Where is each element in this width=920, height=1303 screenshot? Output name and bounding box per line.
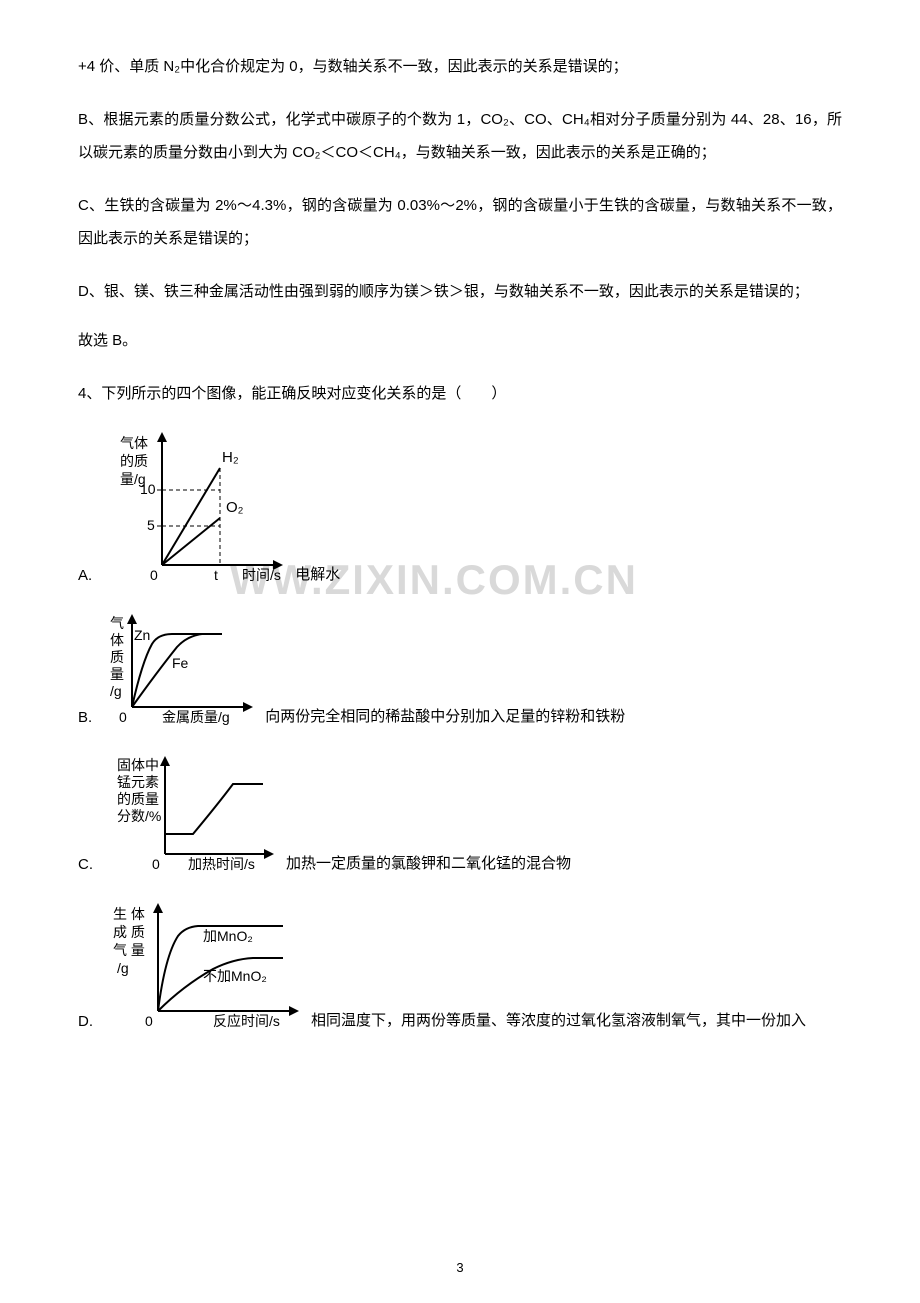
svg-text:0: 0: [152, 856, 160, 872]
svg-text:量: 量: [110, 666, 124, 682]
page-number: 3: [456, 1260, 463, 1275]
svg-text:固体中: 固体中: [117, 757, 159, 773]
svg-text:Fe: Fe: [172, 655, 189, 671]
option-d-label: D.: [78, 1013, 93, 1036]
svg-text:H₂: H₂: [222, 449, 239, 466]
svg-text:成 质: 成 质: [113, 924, 145, 940]
svg-text:加MnO₂: 加MnO₂: [203, 928, 253, 944]
option-c-caption: 加热一定质量的氯酸钾和二氧化锰的混合物: [286, 852, 571, 879]
paragraph-3: C、生铁的含碳量为 2%～4.3%，钢的含碳量为 0.03%～2%，钢的含碳量小…: [78, 189, 842, 255]
option-c-label: C.: [78, 856, 93, 879]
svg-text:的质: 的质: [120, 453, 148, 469]
svg-text:t: t: [214, 567, 218, 583]
paragraph-4: D、银、镁、铁三种金属活动性由强到弱的顺序为镁＞铁＞银，与数轴关系不一致，因此表…: [78, 275, 842, 308]
svg-text:Zn: Zn: [134, 627, 150, 643]
paragraph-5: 故选 B。: [78, 324, 842, 357]
option-b-label: B.: [78, 709, 92, 732]
svg-text:O₂: O₂: [226, 499, 244, 516]
chart-c: 固体中 锰元素 的质量 分数/% 0 加热时间/s: [103, 754, 278, 879]
svg-text:体: 体: [110, 632, 124, 648]
option-a-row: A. 气体 的质 量/g 10 5 H₂ O₂: [78, 430, 842, 590]
option-c-row: C. 固体中 锰元素 的质量 分数/% 0 加热时间/s 加热一定质量的氯酸钾和…: [78, 754, 842, 879]
question-4: 4、下列所示的四个图像，能正确反映对应变化关系的是（ ）: [78, 377, 842, 410]
svg-text:加热时间/s: 加热时间/s: [188, 856, 255, 872]
paragraph-2: B、根据元素的质量分数公式，化学式中碳原子的个数为 1，CO₂、CO、CH₄相对…: [78, 103, 842, 169]
svg-text:质: 质: [110, 649, 124, 665]
chart-d: 生 体 成 质 气 量 /g 加MnO₂ 不加MnO₂ 0 反应时间/s: [103, 901, 303, 1036]
svg-text:气 量: 气 量: [113, 942, 145, 958]
svg-text:锰元素: 锰元素: [117, 774, 159, 790]
svg-text:10: 10: [140, 481, 156, 497]
svg-text:5: 5: [147, 517, 155, 533]
svg-text:生 体: 生 体: [113, 906, 145, 922]
option-d-row: D. 生 体 成 质 气 量 /g 加MnO₂ 不加MnO₂ 0 反应时间/s: [78, 901, 842, 1036]
option-b-caption: 向两份完全相同的稀盐酸中分别加入足量的锌粉和铁粉: [265, 705, 625, 732]
option-a-label: A.: [78, 567, 92, 590]
svg-text:分数/%: 分数/%: [117, 808, 161, 824]
svg-text:气体: 气体: [120, 435, 148, 451]
svg-text:金属质量/g: 金属质量/g: [162, 709, 230, 725]
chart-b: 气 体 质 量 /g Zn Fe 0 金属质量/g: [102, 612, 257, 732]
option-d-caption: 相同温度下，用两份等质量、等浓度的过氧化氢溶液制氧气，其中一份加入: [311, 1009, 806, 1036]
chart-a: 气体 的质 量/g 10 5 H₂ O₂: [102, 430, 287, 590]
svg-text:0: 0: [145, 1013, 153, 1029]
svg-text:/g: /g: [110, 683, 122, 699]
option-b-row: B. 气 体 质 量 /g Zn Fe 0 金属质量/g: [78, 612, 842, 732]
svg-text:的质量: 的质量: [117, 791, 159, 807]
option-a-caption: 电解水: [295, 563, 340, 590]
svg-text:反应时间/s: 反应时间/s: [213, 1013, 280, 1029]
svg-text:气: 气: [110, 615, 124, 631]
svg-text:不加MnO₂: 不加MnO₂: [203, 968, 267, 984]
svg-text:0: 0: [150, 567, 158, 583]
svg-text:/g: /g: [117, 960, 129, 976]
svg-text:时间/s: 时间/s: [242, 567, 281, 583]
svg-text:0: 0: [119, 709, 127, 725]
paragraph-1: +4 价、单质 N₂中化合价规定为 0，与数轴关系不一致，因此表示的关系是错误的…: [78, 50, 842, 83]
document-content: +4 价、单质 N₂中化合价规定为 0，与数轴关系不一致，因此表示的关系是错误的…: [78, 50, 842, 1036]
